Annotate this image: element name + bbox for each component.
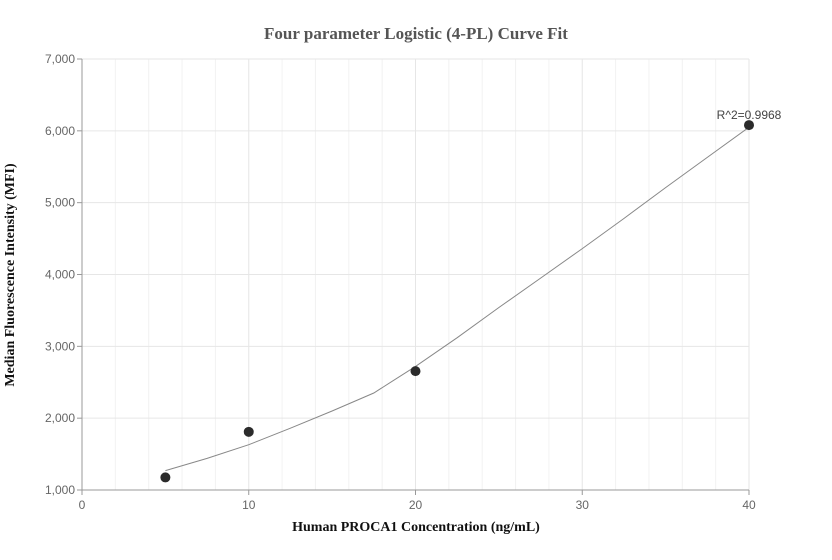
y-tick-label: 1,000: [45, 483, 75, 497]
y-tick-label: 5,000: [45, 196, 75, 210]
x-tick-label: 20: [409, 498, 423, 512]
y-tick-label: 7,000: [45, 52, 75, 66]
y-tick-label: 3,000: [45, 339, 75, 353]
x-tick-label: 0: [79, 498, 86, 512]
data-point: [744, 120, 754, 131]
r-squared-annotation: R^2=0.9968: [717, 108, 782, 122]
tick-labels: 0 10 20 30 40 1,000 2,000 3,000 4,000 5,000 6,000 7…: [45, 52, 756, 512]
fit-curve-line: [165, 126, 750, 472]
y-axis-title: Median Fluorescence Intensity (MFI): [3, 163, 18, 387]
x-tick-label: 30: [576, 498, 590, 512]
y-tick-label: 2,000: [45, 411, 75, 425]
chart-title: Four parameter Logistic (4-PL) Curve Fit: [264, 24, 568, 43]
x-axis-title: Human PROCA1 Concentration (ng/mL): [292, 520, 540, 535]
data-point: [160, 472, 171, 483]
x-tick-label: 40: [742, 498, 756, 512]
y-tick-label: 4,000: [45, 268, 75, 282]
grid: [82, 58, 750, 490]
data-point: [410, 366, 421, 377]
data-point: [243, 426, 254, 437]
series: [160, 120, 754, 483]
x-tick-label: 10: [242, 498, 256, 512]
y-tick-label: 6,000: [45, 124, 75, 138]
axes: [77, 58, 750, 495]
